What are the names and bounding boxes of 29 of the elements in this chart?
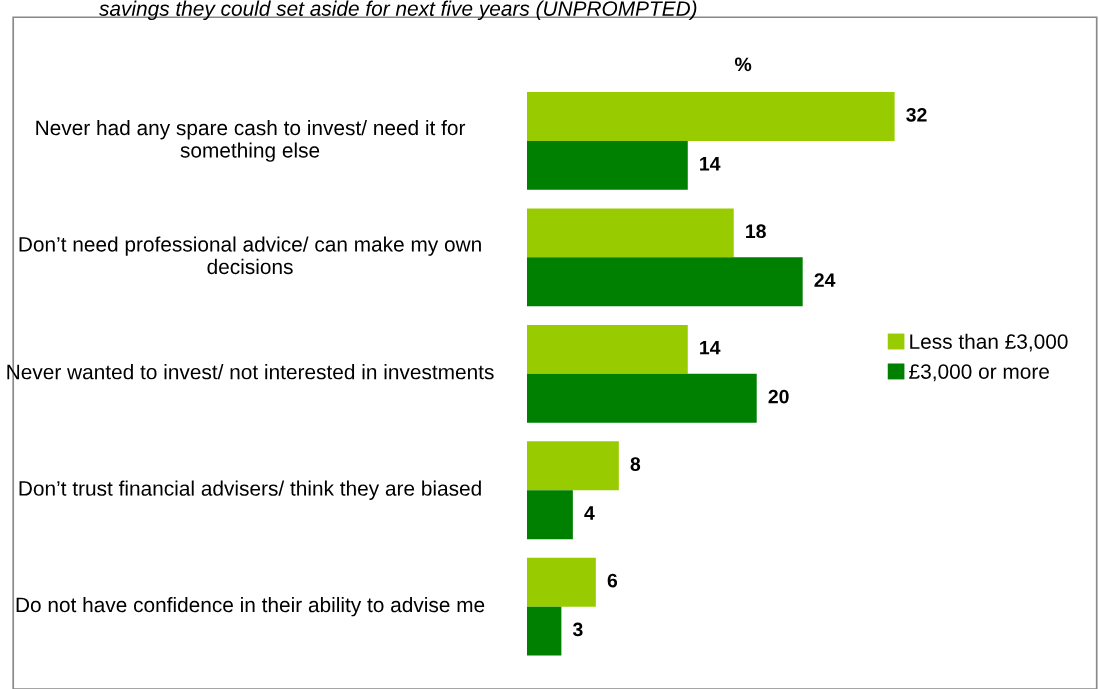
bar xyxy=(526,557,596,607)
bar xyxy=(526,92,895,141)
legend-label: £3,000 or more xyxy=(909,364,1049,382)
data-label: 32 xyxy=(906,107,927,122)
data-label: 24 xyxy=(814,273,836,287)
bar xyxy=(526,490,573,540)
bar xyxy=(526,140,688,190)
bar xyxy=(526,208,734,258)
data-label: 8 xyxy=(630,457,641,471)
data-label: 18 xyxy=(746,224,766,239)
data-label: 6 xyxy=(607,573,618,588)
y-tick-label: Never wanted to invest/ not interested in investments xyxy=(7,364,494,380)
bar xyxy=(526,441,619,491)
y-tick-label: Do not have confidence in their ability to advise me xyxy=(16,596,485,617)
bar xyxy=(526,257,803,307)
y-tick-label: Never had any spare cash to invest/ need it for something else xyxy=(36,119,466,162)
chart-title: savings they could set aside for next five years (UNPROMPTED) xyxy=(99,0,697,21)
data-label: 4 xyxy=(584,506,595,520)
x-axis-title: % xyxy=(734,57,752,72)
legend-label: Less than £3,000 xyxy=(910,333,1068,352)
data-label: 14 xyxy=(700,157,721,171)
data-label: 20 xyxy=(768,389,789,404)
y-tick-label: Don’t trust financial advisers/ think they are biased xyxy=(19,480,481,500)
data-label: 3 xyxy=(572,622,583,637)
y-tick-label: Don’t need professional advice/ can make my own decisions xyxy=(19,236,481,275)
data-label: 14 xyxy=(700,340,721,355)
bar xyxy=(526,606,562,656)
bar xyxy=(526,324,688,374)
bar xyxy=(526,373,757,423)
